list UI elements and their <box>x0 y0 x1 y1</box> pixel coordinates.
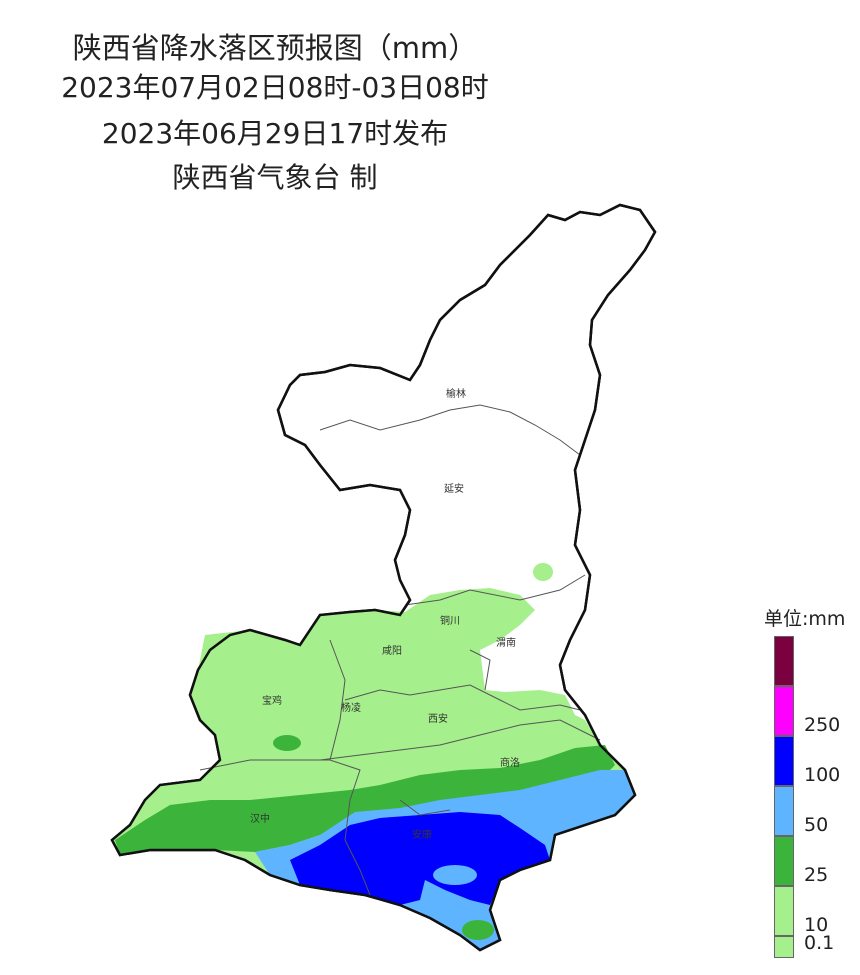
legend-color-box <box>774 786 794 836</box>
city-label-hanzhong: 汉中 <box>250 812 270 825</box>
legend-color-box <box>774 686 794 736</box>
rain-zone-blue <box>290 812 550 905</box>
precipitation-legend: 单位:mm 250 100 50 25 10 0.1 <box>762 600 860 970</box>
legend-color-box <box>774 936 794 958</box>
city-label-shangluo: 商洛 <box>500 756 520 769</box>
city-boundaries <box>199 404 601 896</box>
city-label-yangling: 杨凌 <box>341 701 361 714</box>
city-label-ankang: 安康 <box>412 828 432 841</box>
city-label-yulin: 榆林 <box>446 387 466 400</box>
legend-tick-label: 25 <box>804 864 829 886</box>
legend-tick-label: 100 <box>804 764 841 786</box>
city-label-baoji: 宝鸡 <box>262 694 282 707</box>
city-label-xian: 西安 <box>428 712 448 725</box>
legend-unit: 单位:mm <box>764 608 846 630</box>
city-label-weinan: 渭南 <box>496 636 516 649</box>
forecast-period: 2023年07月02日08时-03日08时 <box>61 71 489 104</box>
issue-time: 2023年06月29日17时发布 <box>101 117 449 150</box>
legend-color-box <box>774 886 794 936</box>
legend-tick-label: 10 <box>804 914 829 936</box>
rain-patch-hanzhong <box>273 735 301 751</box>
rain-patch-north <box>533 563 553 581</box>
publisher: 陕西省气象台 制 <box>172 161 378 194</box>
legend-tick-label: 0.1 <box>804 932 835 954</box>
legend-tick-label: 50 <box>804 814 829 836</box>
map-title-block: 陕西省降水落区预报图（mm） 2023年07月02日08时-03日08时 202… <box>60 28 490 198</box>
city-labels: 榆林 延安 铜川 渭南 咸阳 宝鸡 杨凌 西安 商洛 汉中 安康 <box>250 387 520 841</box>
legend-tick-label: 250 <box>804 714 841 736</box>
legend-color-box <box>774 836 794 886</box>
map-title: 陕西省降水落区预报图（mm） <box>72 31 478 65</box>
legend-color-box <box>774 736 794 786</box>
city-label-yanan: 延安 <box>444 482 464 495</box>
city-label-xianyang: 咸阳 <box>382 645 402 657</box>
rain-patch-green-south <box>462 920 494 940</box>
legend-color-box <box>774 636 794 686</box>
city-label-tongchuan: 铜川 <box>440 615 460 627</box>
rain-zone-green <box>115 745 615 855</box>
rain-patch-anakang-light <box>433 865 477 885</box>
province-border <box>110 203 657 952</box>
